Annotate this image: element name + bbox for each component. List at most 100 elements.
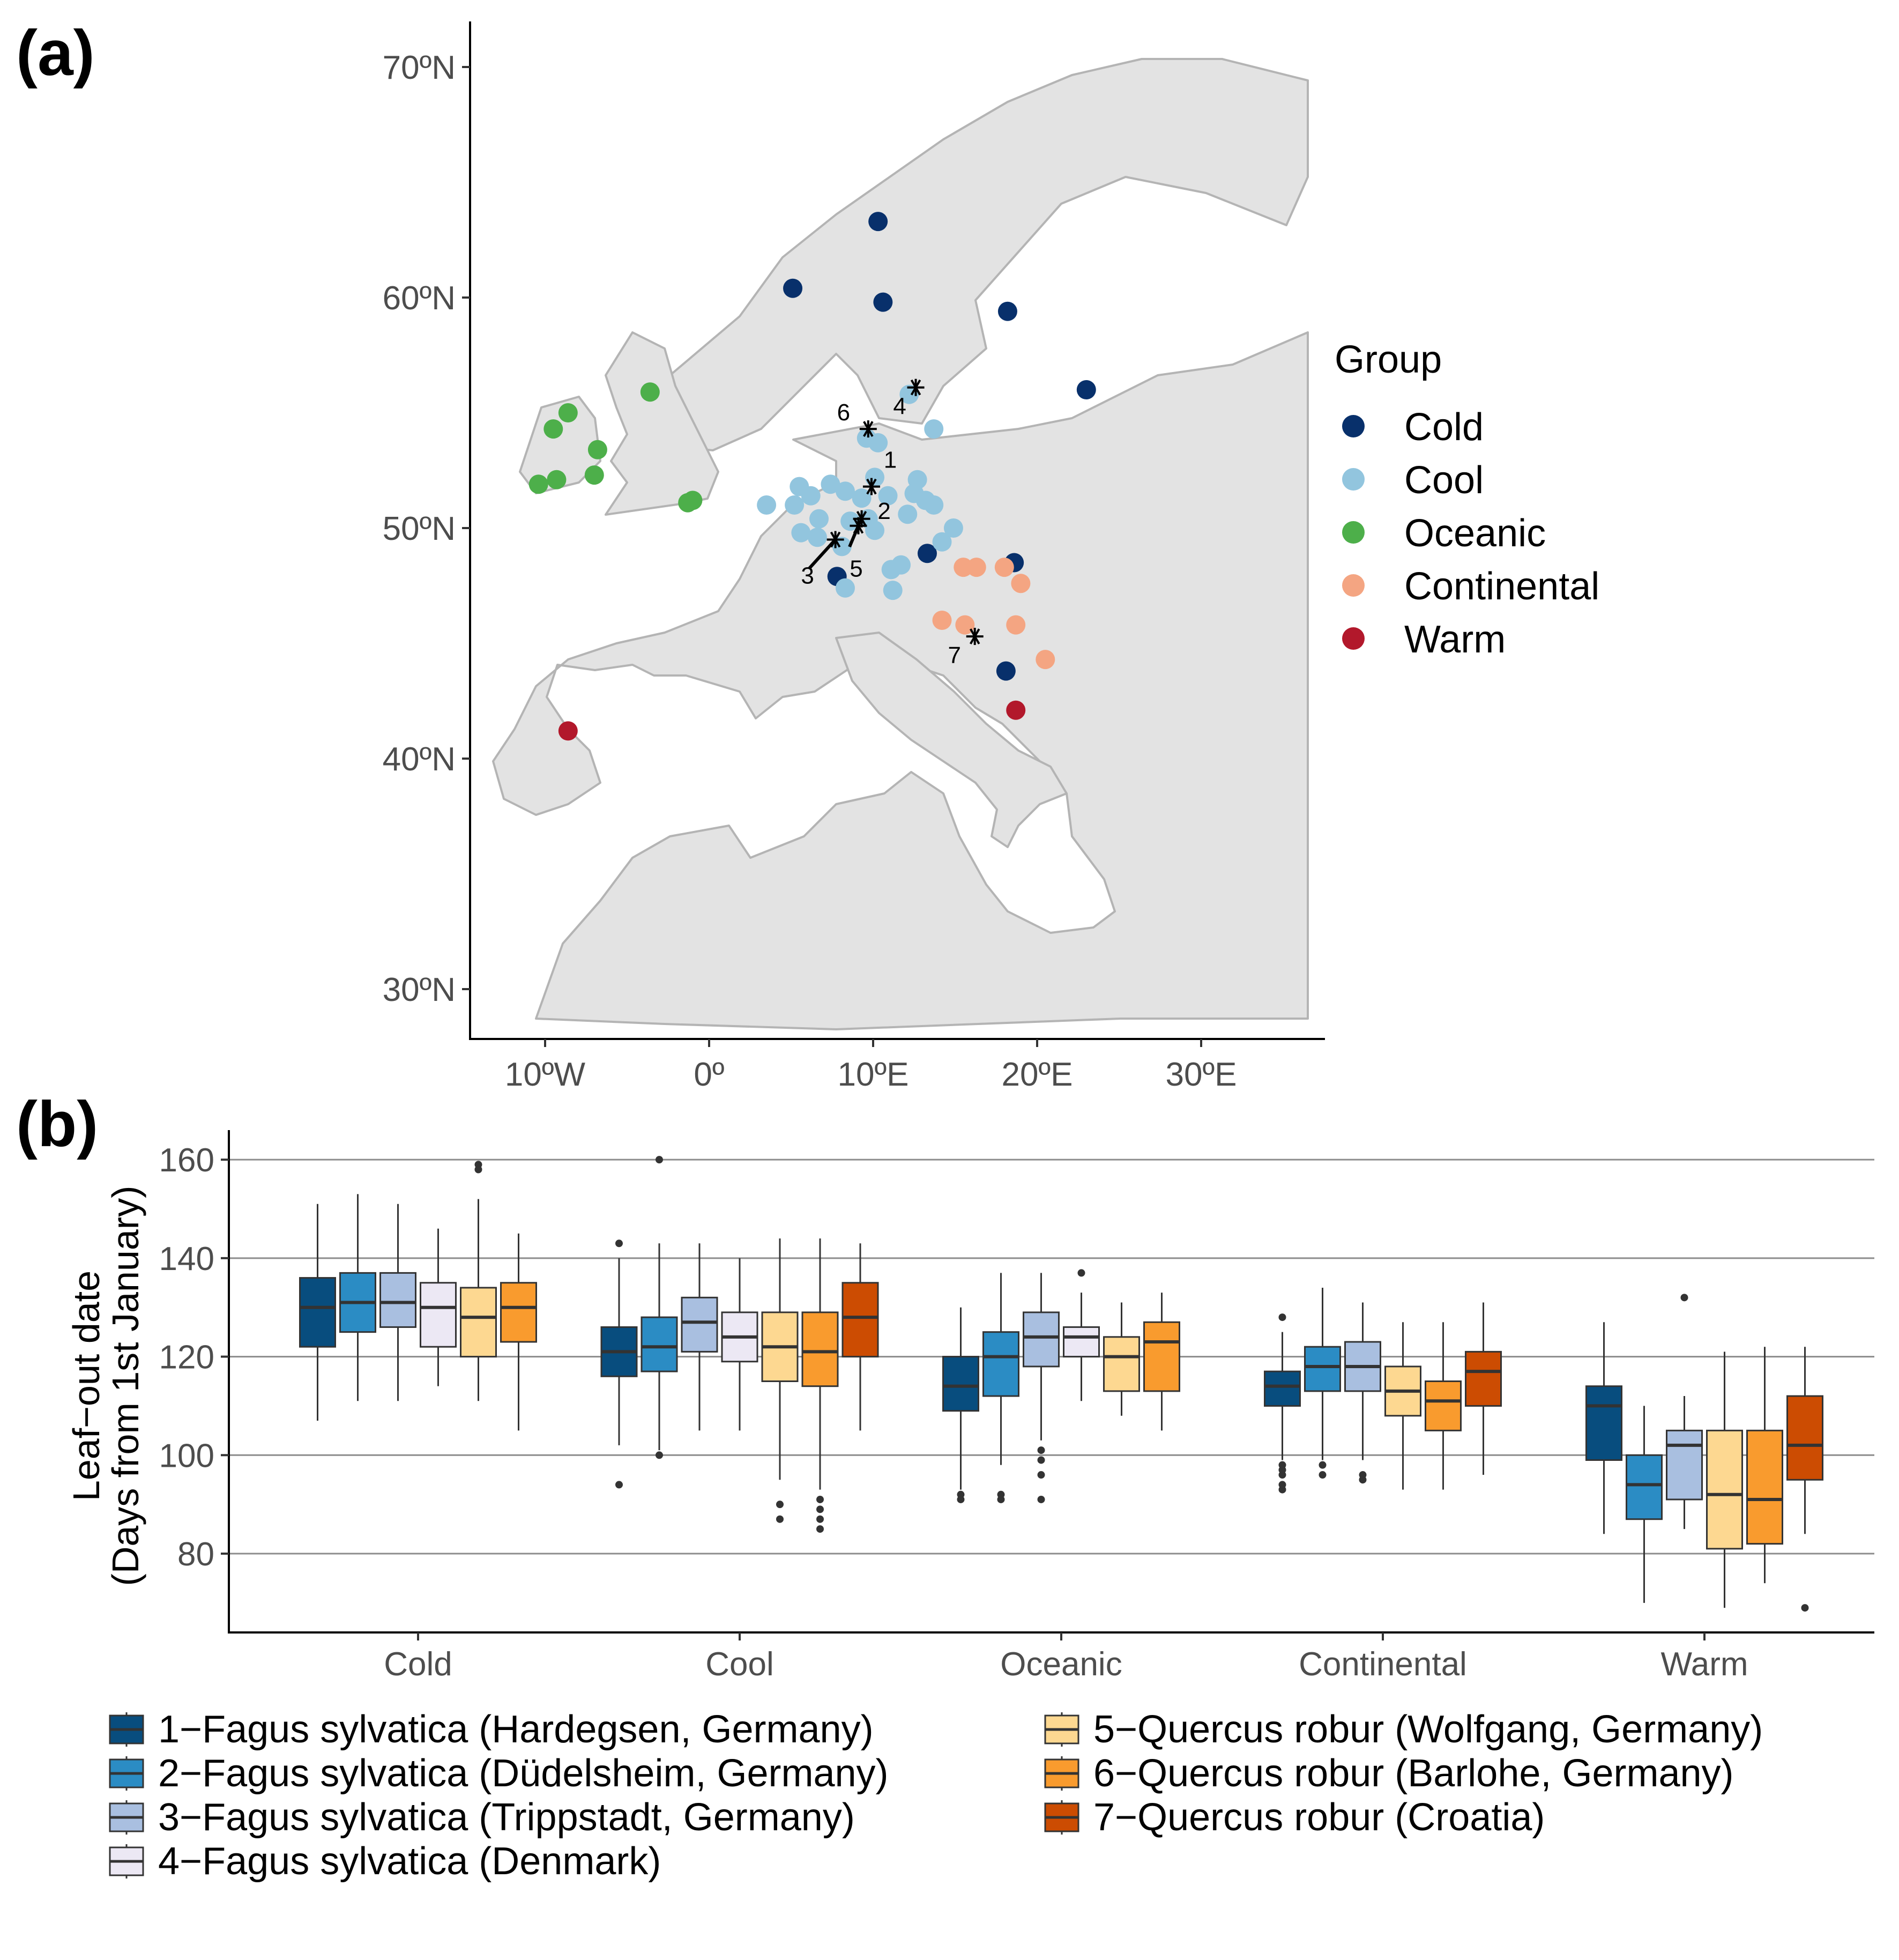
site-point-continental	[1036, 650, 1055, 670]
box-outlier	[1359, 1471, 1367, 1479]
map-y-tick-label: 40ºN	[383, 741, 456, 778]
series-legend-label: 4−Fagus sylvatica (Denmark)	[158, 1840, 661, 1883]
box-warm-5	[1706, 1352, 1743, 1608]
site-point-cool	[807, 528, 827, 547]
map-legend-title: Group	[1335, 338, 1442, 381]
map-y-tick-label: 60ºN	[383, 280, 456, 317]
provenance-marker: 2	[853, 498, 891, 528]
site-point-continental	[1006, 615, 1026, 635]
site-point-cold	[996, 661, 1016, 681]
provenance-label: 4	[893, 394, 906, 420]
box-cool-6	[801, 1238, 839, 1533]
site-point-continental	[994, 558, 1014, 577]
box-cold-4	[420, 1228, 457, 1386]
site-point-cool	[757, 495, 777, 515]
box-iqr	[1264, 1370, 1301, 1407]
panel-a-label: (a)	[16, 17, 95, 89]
legend-key-cool	[1342, 468, 1365, 491]
box-continental-5	[1384, 1322, 1421, 1490]
provenance-marker: 4	[893, 378, 925, 420]
box-outlier	[816, 1505, 824, 1513]
site-point-cool	[924, 419, 944, 439]
box-iqr	[1666, 1429, 1703, 1501]
legend-key-oceanic	[1342, 521, 1365, 544]
site-point-cool	[932, 532, 952, 552]
site-point-cool	[865, 521, 885, 540]
site-point-oceanic	[543, 419, 563, 439]
box-x-tick-label: Warm	[1661, 1646, 1748, 1683]
box-oceanic-5	[1103, 1302, 1140, 1416]
box-cool-7	[841, 1243, 879, 1431]
box-outlier	[474, 1161, 482, 1169]
site-point-cold	[783, 278, 803, 298]
box-y-ticks: 80 100 120 140 160	[159, 1142, 229, 1573]
legend-key-cold	[1342, 415, 1365, 437]
box-warm-1	[1585, 1322, 1622, 1534]
box-outlier	[957, 1490, 965, 1498]
box-cool-4	[721, 1258, 758, 1431]
box-outlier	[1278, 1481, 1286, 1489]
box-outlier	[1319, 1461, 1327, 1469]
box-outlier	[1801, 1604, 1809, 1612]
series-legend-item: 1−Fagus sylvatica (Hardegsen, Germany)	[109, 1708, 874, 1751]
map-x-ticks: 10ºW 0º 10ºE 20ºE 30ºE	[505, 1039, 1237, 1093]
site-point-oceanic	[640, 382, 660, 402]
box-outlier	[997, 1490, 1005, 1498]
legend-label: Continental	[1404, 565, 1599, 608]
box-outlier	[656, 1156, 663, 1164]
box-outlier	[1037, 1471, 1045, 1479]
legend-label: Cool	[1404, 459, 1484, 502]
site-point-oceanic	[587, 440, 607, 459]
site-point-oceanic	[528, 474, 548, 494]
box-oceanic-6	[1143, 1293, 1180, 1431]
site-point-cool	[835, 481, 855, 501]
box-cold-1	[299, 1204, 336, 1421]
site-point-cool	[924, 495, 944, 515]
map-x-tick-label: 10ºW	[505, 1056, 586, 1093]
site-point-oceanic	[558, 403, 578, 422]
box-outlier	[1680, 1294, 1688, 1302]
site-point-cool	[835, 578, 855, 598]
box-outlier	[615, 1481, 623, 1489]
box-warm-2	[1626, 1406, 1663, 1603]
box-iqr	[1425, 1380, 1462, 1431]
box-iqr	[681, 1296, 718, 1353]
box-iqr	[982, 1331, 1019, 1397]
box-oceanic-2	[982, 1273, 1019, 1503]
box-y-tick-label: 100	[159, 1437, 214, 1474]
box-iqr	[420, 1282, 457, 1348]
box-continental-3	[1344, 1302, 1381, 1484]
site-point-oceanic	[678, 493, 698, 513]
provenance-label: 5	[850, 556, 862, 582]
map-x-tick-label: 0º	[694, 1056, 724, 1093]
site-point-cool	[868, 433, 888, 452]
box-outlier	[816, 1515, 824, 1523]
box-y-axis-title: Leaf−out date	[65, 1271, 107, 1501]
box-iqr	[500, 1282, 537, 1343]
site-point-warm	[558, 721, 578, 741]
boxplot-panel: 80 100 120 140 160 Cold Cool Oceanic Continenta…	[65, 1130, 1874, 1683]
box-iqr	[1063, 1326, 1100, 1358]
series-legend-label: 3−Fagus sylvatica (Trippstadt, Germany)	[158, 1796, 855, 1839]
provenance-marker: 6	[837, 399, 877, 438]
box-iqr	[1143, 1321, 1180, 1392]
box-x-tick-label: Continental	[1299, 1646, 1467, 1683]
site-point-cold	[868, 212, 888, 232]
site-point-warm	[1006, 700, 1026, 720]
provenance-label: 2	[877, 498, 890, 524]
box-iqr	[641, 1316, 678, 1372]
box-outlier	[656, 1451, 663, 1459]
map-legend-items: Cold Cool Oceanic Continental Warm	[1342, 406, 1599, 661]
box-outlier	[1037, 1495, 1045, 1503]
box-iqr	[299, 1277, 336, 1348]
series-legend-item: 5−Quercus robur (Wolfgang, Germany)	[1044, 1708, 1763, 1751]
box-y-tick-label: 160	[159, 1142, 214, 1179]
site-point-cold	[917, 544, 937, 563]
series-legend-item: 6−Quercus robur (Barlohe, Germany)	[1044, 1752, 1734, 1795]
box-iqr	[1465, 1350, 1502, 1407]
box-iqr	[460, 1287, 497, 1358]
site-point-cold	[873, 292, 893, 312]
map-y-tick-label: 70ºN	[383, 49, 456, 86]
